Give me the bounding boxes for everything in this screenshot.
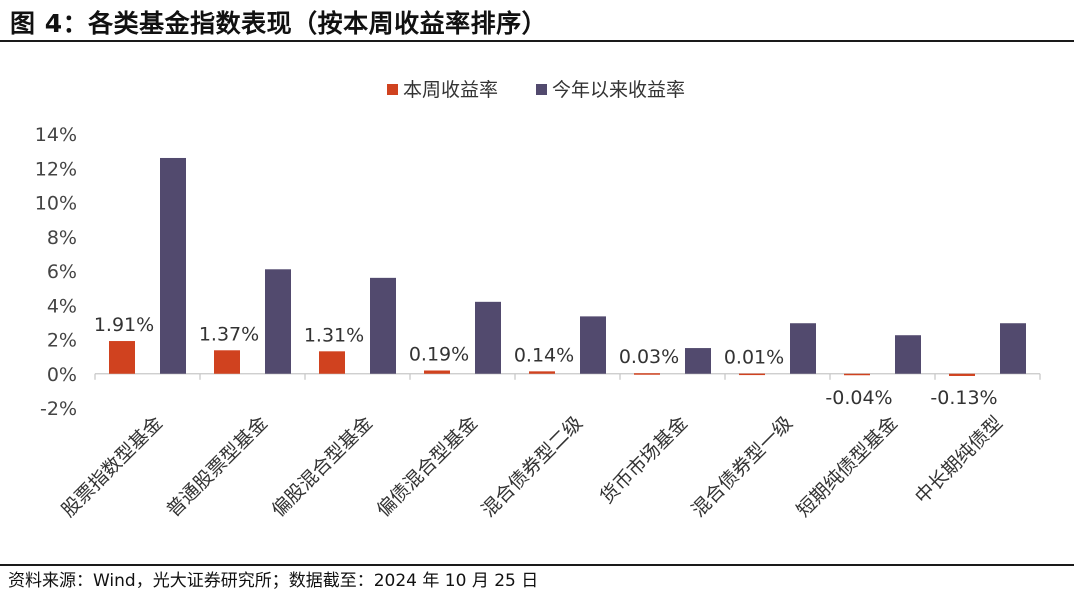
title-divider [0, 40, 1074, 42]
bar-weekly-return [109, 341, 135, 374]
x-category-label: 混合债券型二级 [477, 412, 587, 522]
bar-ytd-return [685, 348, 711, 374]
data-label-weekly-return: 1.37% [199, 323, 259, 345]
bar-weekly-return [739, 373, 765, 376]
y-tick-label: 2% [47, 330, 77, 352]
bar-ytd-return [790, 323, 816, 374]
bars [109, 157, 1026, 376]
legend-swatch-weekly [387, 84, 398, 95]
bar-weekly-return [424, 370, 450, 374]
data-labels: 1.91% 1.37% 1.31% 0.19% 0.14% 0.03% 0.01% -0.04… [94, 314, 998, 409]
data-label-weekly-return: 1.31% [304, 324, 364, 346]
x-category-label: 短期纯债型基金 [792, 412, 902, 522]
bar-weekly-return [949, 373, 975, 376]
bar-ytd-return [895, 335, 921, 374]
y-tick-label: 14% [35, 124, 77, 146]
source-note: 资料来源：Wind，光大证券研究所；数据截至：2024 年 10 月 25 日 [8, 571, 539, 591]
y-tick-label: -2% [40, 398, 77, 420]
bar-weekly-return [634, 373, 660, 375]
bar-chart: 本周收益率 今年以来收益率 14% 12% 10% 8% 6% 4% 2% 0% -2% 1.9… [35, 79, 1041, 522]
data-label-weekly-return: 1.91% [94, 314, 154, 336]
bar-weekly-return [214, 350, 240, 374]
bar-ytd-return [265, 269, 291, 374]
x-category-label: 股票指数型基金 [57, 412, 167, 522]
data-label-weekly-return: 0.14% [514, 344, 574, 366]
x-category-label: 普通股票型基金 [162, 412, 272, 522]
x-category-label: 偏股混合型基金 [267, 412, 377, 522]
y-tick-label: 4% [47, 295, 77, 317]
legend-label-weekly: 本周收益率 [403, 79, 498, 101]
bar-weekly-return [844, 373, 870, 376]
bar-weekly-return [319, 351, 345, 374]
y-tick-label: 8% [47, 227, 77, 249]
legend-swatch-ytd [536, 84, 547, 95]
bar-ytd-return [475, 301, 501, 374]
legend: 本周收益率 今年以来收益率 [387, 79, 685, 101]
data-label-weekly-return: 0.19% [409, 343, 469, 365]
data-label-weekly-return: 0.03% [619, 346, 679, 368]
bar-weekly-return [529, 371, 555, 374]
data-label-weekly-return: -0.04% [825, 387, 892, 409]
x-axis-tick-marks [94, 373, 1041, 380]
legend-label-ytd: 今年以来收益率 [552, 79, 685, 101]
y-tick-label: 6% [47, 261, 77, 283]
y-tick-label: 12% [35, 158, 77, 180]
y-tick-label: 10% [35, 193, 77, 215]
bar-ytd-return [370, 277, 396, 374]
figure-title: 图 4：各类基金指数表现（按本周收益率排序） [10, 9, 548, 38]
x-category-label: 货币市场基金 [596, 412, 692, 508]
source-divider [0, 564, 1074, 566]
y-tick-label: 0% [47, 364, 77, 386]
x-category-label: 偏债混合型基金 [372, 412, 482, 522]
bar-ytd-return [1000, 323, 1026, 374]
y-axis-ticks: 14% 12% 10% 8% 6% 4% 2% 0% -2% [35, 124, 77, 420]
data-label-weekly-return: 0.01% [724, 347, 784, 369]
x-category-label: 混合债券型一级 [687, 412, 797, 522]
bar-ytd-return [580, 316, 606, 374]
x-category-label: 中长期纯债型 [911, 412, 1007, 508]
bar-ytd-return [160, 157, 186, 374]
data-label-weekly-return: -0.13% [930, 387, 997, 409]
